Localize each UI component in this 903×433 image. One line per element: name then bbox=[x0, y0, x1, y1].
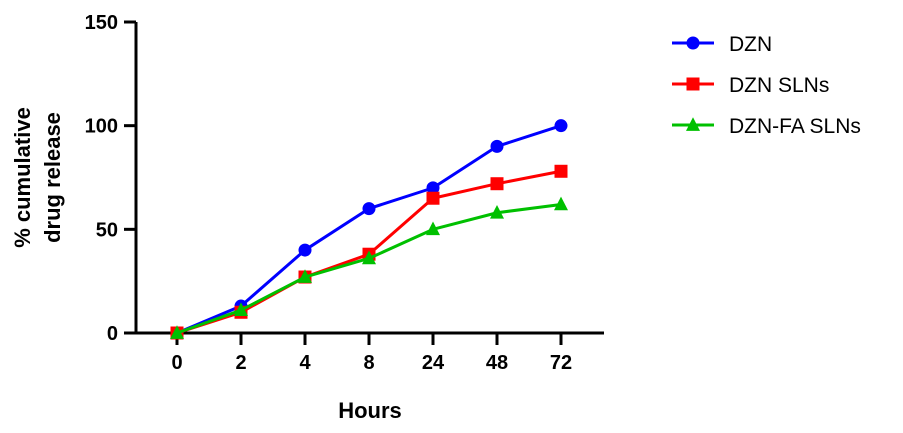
data-point bbox=[298, 269, 312, 283]
data-point bbox=[426, 221, 440, 236]
legend-label: DZN-FA SLNs bbox=[729, 115, 861, 138]
y-tick-label: 50 bbox=[96, 219, 118, 241]
legend-item: DZN-FA SLNs bbox=[672, 115, 861, 138]
data-point bbox=[426, 181, 440, 195]
data-point bbox=[234, 302, 248, 317]
x-tick-label: 0 bbox=[171, 352, 182, 374]
y-axis-title-line: % cumulative bbox=[10, 107, 35, 248]
y-tick-label: 0 bbox=[107, 323, 118, 345]
data-point bbox=[426, 191, 440, 205]
legend-item: DZN SLNs bbox=[672, 74, 829, 97]
legend-label: DZN bbox=[729, 33, 772, 56]
y-axis-title-line: drug release bbox=[40, 112, 65, 243]
y-tick-label: 100 bbox=[85, 116, 118, 138]
x-tick-label: 4 bbox=[299, 352, 311, 374]
data-point bbox=[554, 196, 568, 211]
data-point bbox=[490, 177, 504, 191]
y-tick-label: 150 bbox=[85, 12, 118, 34]
x-tick-label: 72 bbox=[550, 352, 572, 374]
legend-label: DZN SLNs bbox=[729, 74, 829, 97]
data-point bbox=[554, 164, 568, 178]
x-axis-title: Hours bbox=[338, 398, 402, 423]
series-dzn-fa-slns bbox=[170, 196, 568, 339]
x-tick-label: 2 bbox=[235, 352, 246, 374]
data-point bbox=[554, 119, 568, 133]
legend-marker bbox=[686, 36, 700, 50]
series-line bbox=[176, 202, 562, 335]
x-tick-label: 48 bbox=[486, 352, 508, 374]
data-point bbox=[362, 250, 376, 265]
legend-marker bbox=[686, 77, 700, 91]
series-line bbox=[176, 124, 562, 335]
series-group bbox=[170, 119, 568, 340]
legend-marker bbox=[686, 117, 700, 131]
y-axis-title: % cumulative drug release bbox=[10, 107, 65, 248]
x-tick-label: 8 bbox=[363, 352, 374, 374]
legend: DZN DZN SLNs DZN-FA SLNs bbox=[672, 33, 861, 138]
data-point bbox=[490, 139, 504, 153]
data-point bbox=[362, 202, 376, 216]
data-point bbox=[298, 243, 312, 257]
legend-item: DZN bbox=[672, 33, 772, 56]
data-point bbox=[170, 325, 184, 339]
x-tick-label: 24 bbox=[422, 352, 445, 374]
series-dzn bbox=[170, 119, 568, 340]
data-point bbox=[490, 204, 504, 219]
